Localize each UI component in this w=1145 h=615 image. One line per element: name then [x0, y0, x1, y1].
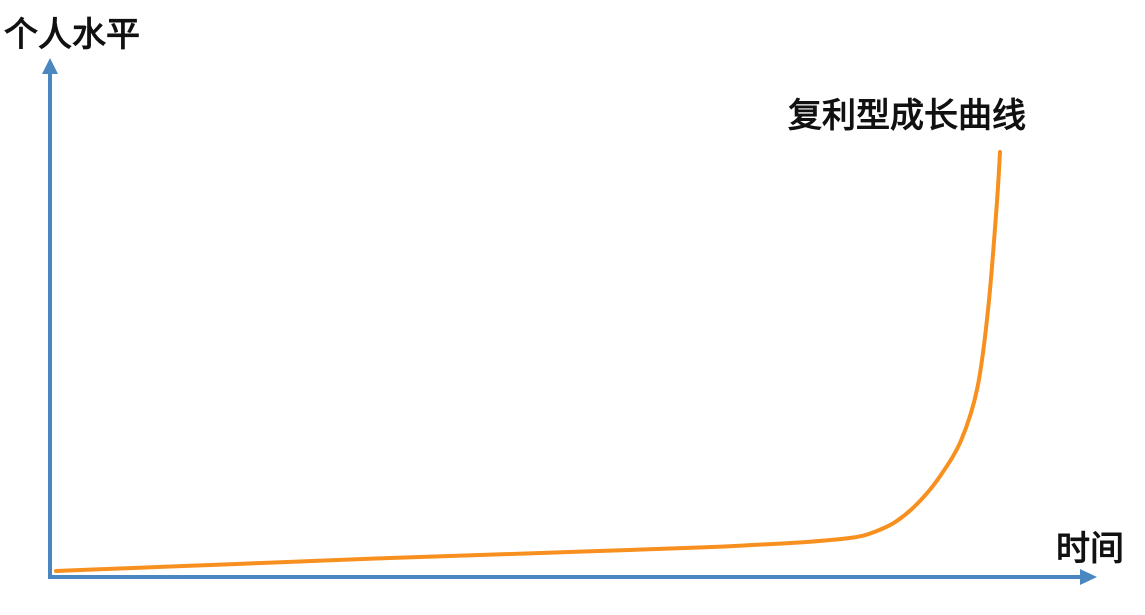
x-axis-arrow — [1080, 569, 1097, 585]
x-axis-label: 时间 — [1056, 529, 1124, 569]
series-line-compound-growth — [54, 150, 1002, 573]
series-label: 复利型成长曲线 — [788, 96, 1026, 136]
y-axis-label: 个人水平 — [4, 15, 140, 55]
y-axis-arrow — [42, 58, 58, 74]
